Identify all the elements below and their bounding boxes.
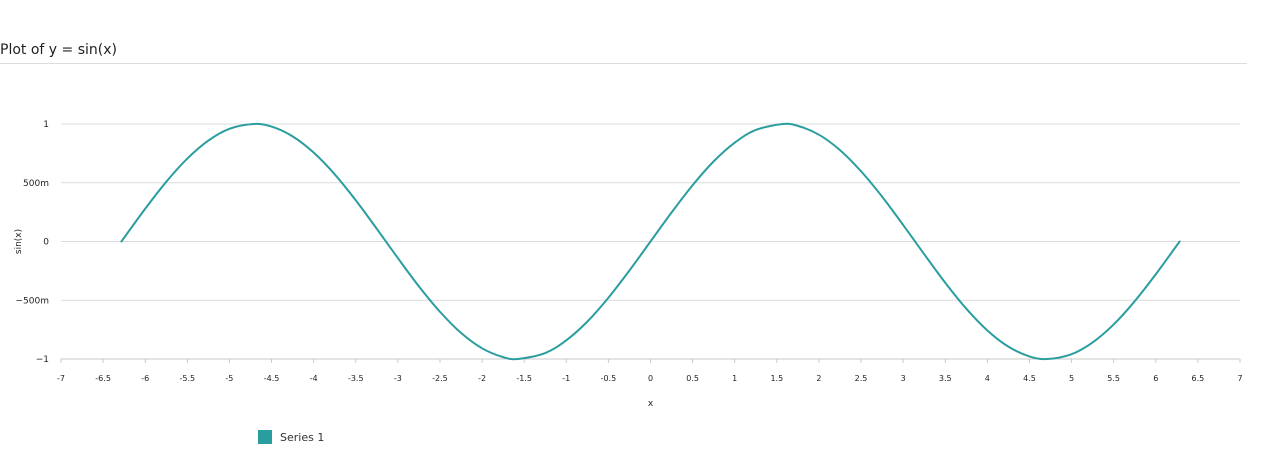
series-line	[120, 122, 1181, 361]
y-axis-label: sin(x)	[14, 229, 24, 254]
x-tick-label: 4.5	[1023, 374, 1036, 383]
y-tick-label: −500m	[16, 296, 50, 306]
x-tick-label: 5	[1069, 374, 1074, 383]
x-tick-label: -2.5	[432, 374, 448, 383]
x-tick-label: -6.5	[95, 374, 111, 383]
x-tick-label: -4.5	[264, 374, 280, 383]
x-tick-label: 0	[648, 374, 653, 383]
x-tick-label: 1.5	[770, 374, 783, 383]
x-tick-label: -3	[394, 374, 402, 383]
x-tick-label: 6.5	[1192, 374, 1205, 383]
legend-label: Series 1	[280, 430, 325, 444]
x-tick-label: 3.5	[939, 374, 952, 383]
x-tick-label: 6	[1153, 374, 1158, 383]
x-tick-label: 1	[732, 374, 737, 383]
y-axis-ticks: −1 −500m 0 500m 1	[16, 120, 50, 365]
x-tick-label: -3.5	[348, 374, 364, 383]
x-axis-label: x	[648, 399, 654, 409]
title-divider	[0, 63, 1247, 64]
x-tick-label: -4	[310, 374, 318, 383]
x-tick-label: -5	[225, 374, 233, 383]
x-tick-label: -5.5	[180, 374, 196, 383]
y-tick-label: 0	[43, 238, 49, 248]
x-tick-label: 2.5	[855, 374, 868, 383]
series-layer	[120, 122, 1181, 361]
x-tick-label: -1	[562, 374, 570, 383]
y-tick-label: 1	[43, 120, 49, 130]
x-axis-ticks: -7 -6.5 -6 -5.5 -5 -4.5 -4 -3.5 -3 -2.5 -2 -1.5 -1 -0…	[57, 359, 1243, 383]
x-tick-label: -1.5	[516, 374, 532, 383]
y-tick-label: 500m	[23, 179, 49, 189]
x-tick-label: 3	[901, 374, 906, 383]
x-tick-label: 5.5	[1107, 374, 1120, 383]
x-tick-label: 7	[1237, 374, 1242, 383]
x-tick-label: -2	[478, 374, 486, 383]
x-tick-label: 0.5	[686, 374, 699, 383]
x-tick-label: 4	[985, 374, 990, 383]
x-tick-label: 2	[816, 374, 821, 383]
y-tick-label: −1	[36, 355, 49, 365]
x-tick-label: -6	[141, 374, 149, 383]
grid-lines	[61, 123, 1240, 301]
chart-title: Plot of y = sin(x)	[0, 42, 117, 58]
x-tick-label: -0.5	[601, 374, 617, 383]
legend: Series 1	[258, 430, 324, 444]
x-tick-label: -7	[57, 374, 65, 383]
legend-swatch	[258, 430, 272, 444]
